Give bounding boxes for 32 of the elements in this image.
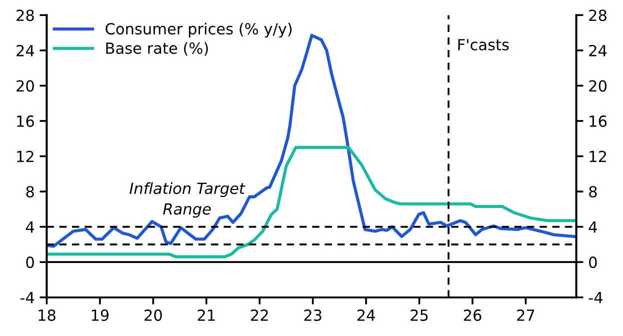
y-tick-label: 8 [26, 186, 34, 198]
y2-tick-label: 8 [589, 186, 597, 198]
y2-tick-label: -4 [588, 292, 602, 304]
y-tick-label: 0 [26, 256, 34, 268]
x-tick-label: 22 [251, 309, 268, 321]
x-tick-label: 23 [304, 309, 322, 321]
annotation: Inflation Target Range [130, 182, 246, 218]
y2-tick-label: 12 [590, 150, 606, 162]
y-tick-label: 16 [17, 115, 34, 127]
y-tick-label: 12 [17, 150, 34, 162]
y-tick-label: 4 [26, 221, 34, 233]
y-tick-label: 28 [16, 10, 34, 22]
y2-tick-label: 28 [589, 10, 606, 22]
y-tick-label: -4 [20, 292, 34, 304]
x-tick-label: 26 [464, 309, 482, 321]
x-tick-label: 20 [144, 309, 162, 321]
y2-tick-label: 20 [589, 80, 607, 92]
legend-label: Base rate (%) [106, 42, 208, 56]
y2-tick-label: 0 [589, 256, 597, 268]
y2-tick-label: 24 [589, 44, 607, 56]
x-tick-label: 19 [92, 309, 109, 321]
x-tick-label: 27 [517, 309, 534, 321]
y-tick-label: 24 [16, 44, 34, 56]
x-tick-label: 18 [38, 309, 56, 321]
x-tick-label: 24 [357, 309, 375, 321]
ref-line-label: F'casts [458, 39, 509, 50]
x-tick-label: 25 [410, 309, 428, 321]
legend-label: Consumer prices (% y/y) [106, 22, 292, 38]
x-tick-label: 21 [198, 309, 215, 321]
y2-tick-label: 16 [590, 115, 607, 127]
y2-tick-label: 4 [588, 221, 597, 233]
y-tick-label: 20 [16, 80, 34, 92]
